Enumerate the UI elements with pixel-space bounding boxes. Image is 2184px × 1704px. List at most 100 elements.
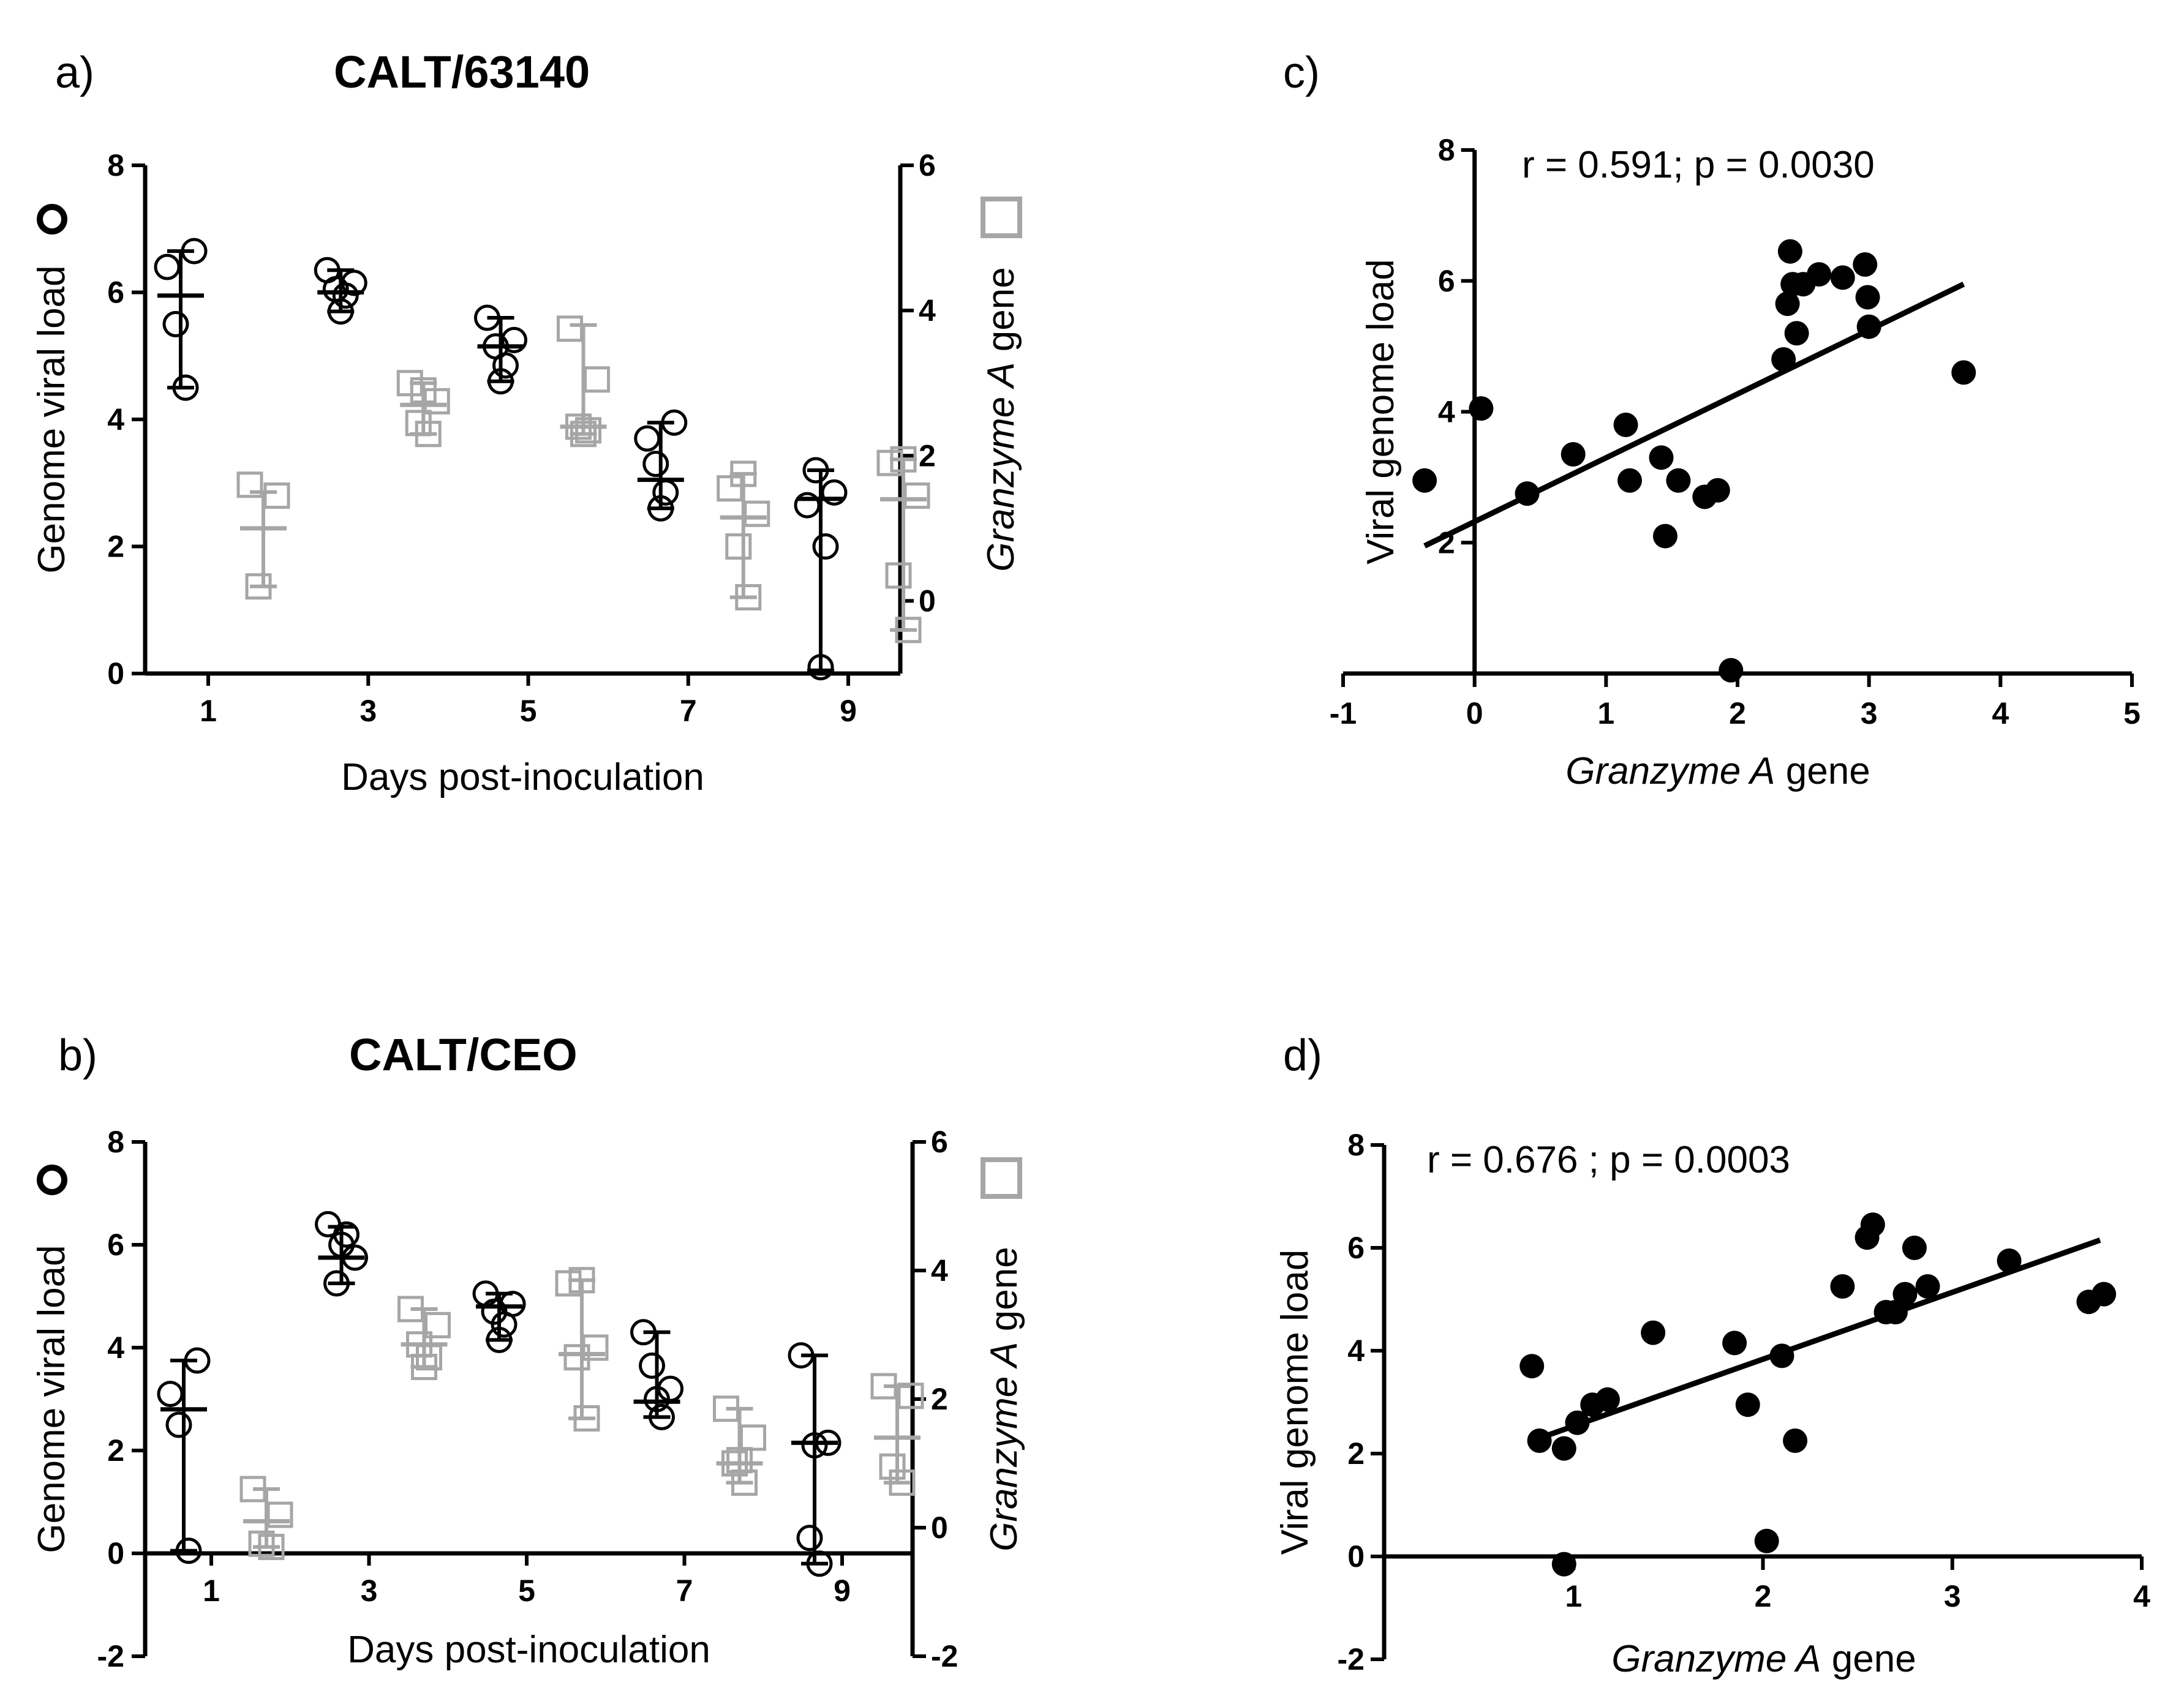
panel-b-label: b) [58,1031,97,1080]
gene-point [885,562,912,589]
data-point [1519,1354,1545,1379]
virus-point [488,368,514,395]
right-y-axis-title-rest: gene [983,1247,1025,1342]
y-tick-label: 0 [1347,1539,1365,1574]
x-tick-label: 2 [1729,696,1746,730]
y-tick-label: 4 [1347,1334,1365,1368]
left-y-tick-label: 2 [107,530,124,564]
gene-legend-marker [981,1157,1022,1199]
left-y-axis-title: Genome viral load [31,1245,73,1553]
virus-point [501,326,527,353]
left-y-tick-label: 2 [107,1433,124,1468]
panel-c-label: c) [1283,48,1320,97]
virus-point [492,352,519,379]
left-y-tick-label: 6 [107,1228,124,1262]
panel-b: b) CALT/CEO -2 0 2 4 6 8 -2 0 2 4 6 1 3 5 7 9 Days post-… [31,1029,1025,1673]
virus-point [323,1270,350,1297]
virus-point [162,310,189,337]
gene-point [717,475,744,502]
y-tick-label: 8 [1438,133,1455,167]
data-point [1705,478,1730,503]
x-tick-label: 1 [200,694,217,728]
x-tick-label: 7 [676,1574,693,1608]
x-tick-label: 0 [1466,696,1483,730]
right-y-tick-label: -2 [931,1639,958,1673]
x-axis-title: Granzyme A gene [1565,750,1870,792]
gene-point [897,1383,924,1409]
x-tick-label: -1 [1330,696,1357,730]
virus-point [649,1403,675,1430]
virus-point [474,304,500,331]
data-point [1853,252,1878,277]
right-y-axis-title: Granzyme A gene [980,267,1022,571]
gene-point [575,417,601,444]
right-y-tick-label: 0 [919,584,936,618]
right-y-axis-title-rest: gene [980,267,1022,362]
right-y-tick-label: 4 [919,293,936,328]
data-point [1771,347,1796,372]
data-point [1856,314,1881,339]
gene-point [397,1296,424,1323]
data-point [1784,321,1809,346]
left-y-tick-label: 0 [107,1536,124,1571]
data-point [1902,1236,1927,1260]
data-point [1719,658,1744,683]
y-axis-title: Viral genome load [1360,259,1402,565]
data-point [1783,1428,1808,1453]
panel-c: c) r = 0.591; p = 0.0030 -1 0 1 2 3 4 52468Gra… [1283,48,2141,792]
gene-point [903,482,930,509]
right-y-axis-title: Granzyme A gene [983,1247,1025,1551]
gene-point [248,1530,275,1557]
virus-point [491,1311,518,1338]
panel-a-title: CALT/63140 [334,47,590,97]
x-tick-label: 9 [840,694,857,728]
gene-point [424,1312,451,1338]
right-y-axis-title-italic: Granzyme A [983,1342,1025,1551]
y-tick-label: 8 [1347,1128,1365,1162]
y-tick-label: 4 [1438,395,1455,429]
data-point [1527,1428,1552,1453]
x-axis-title: Days post-inoculation [341,756,704,798]
gene-point [870,1373,897,1400]
right-y-tick-label: 2 [919,438,936,473]
panel-d-label: d) [1283,1031,1322,1080]
panel-c-correlation: r = 0.591; p = 0.0030 [1522,144,1875,186]
gene-point [890,446,917,473]
virus-point [806,1550,833,1577]
x-tick-label: 5 [2123,696,2141,730]
gene-point [726,1447,753,1474]
gene-point [557,315,583,342]
data-point [1830,265,1855,290]
data-point [1951,360,1976,385]
data-point [1565,1410,1590,1435]
virus-point [165,1411,192,1438]
left-y-tick-label: 8 [107,148,124,182]
gene-point [895,617,922,644]
data-point [1666,468,1691,493]
right-y-tick-label: 4 [931,1253,948,1288]
virus-point [184,1347,211,1374]
left-y-tick-label: -2 [97,1639,124,1673]
x-tick-label: 3 [1944,1579,1961,1613]
virus-point [154,253,181,280]
virus-point [794,492,821,519]
gene-point [258,1534,285,1560]
x-tick-label: 2 [1755,1579,1772,1613]
data-point [1469,396,1494,421]
left-y-tick-label: 8 [107,1125,124,1159]
virus-point [157,1381,184,1408]
virus-legend-marker [37,204,67,235]
panel-d-correlation: r = 0.676 ; p = 0.0003 [1427,1139,1790,1181]
data-point [1997,1248,2022,1273]
gene-point [730,460,757,487]
gene-point [415,421,442,448]
data-point [1652,524,1678,549]
gene-point [410,377,437,404]
virus-point [175,1537,202,1564]
data-point [1883,1300,1908,1324]
right-y-tick-label: 0 [931,1511,948,1545]
left-y-axis-title: Genome viral load [31,265,73,573]
x-tick-label: 1 [1565,1579,1582,1613]
gene-point [245,573,272,600]
